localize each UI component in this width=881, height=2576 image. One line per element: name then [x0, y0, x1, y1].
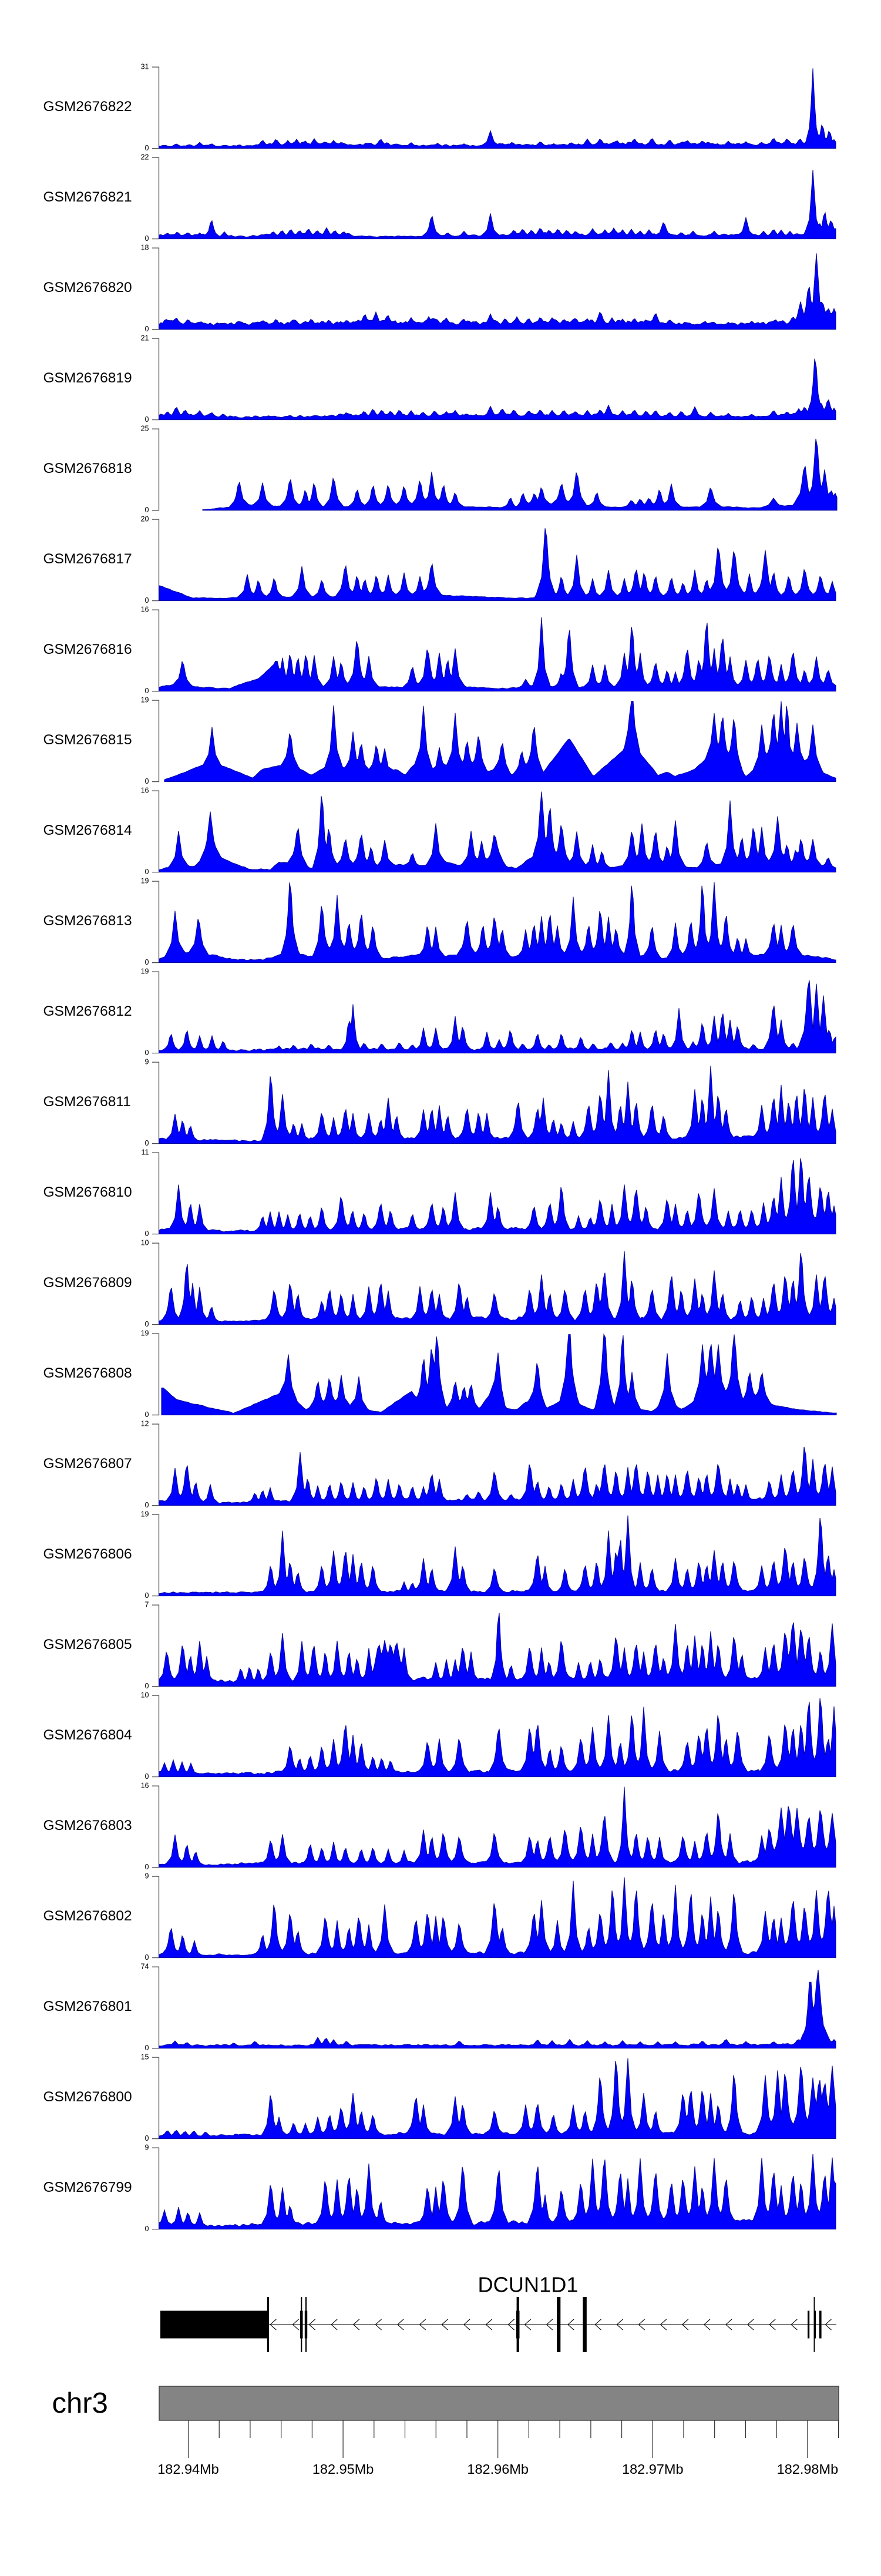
svg-text:GSM2676812: GSM2676812 [43, 1003, 132, 1019]
svg-text:GSM2676800: GSM2676800 [43, 2089, 132, 2105]
svg-text:182.97Mb: 182.97Mb [622, 2461, 684, 2477]
svg-text:GSM2676819: GSM2676819 [43, 370, 132, 386]
svg-text:chr3: chr3 [52, 2387, 108, 2419]
svg-text:0: 0 [145, 1049, 149, 1057]
svg-text:GSM2676807: GSM2676807 [43, 1456, 132, 1472]
svg-text:GSM2676805: GSM2676805 [43, 1637, 132, 1653]
svg-text:GSM2676799: GSM2676799 [43, 2179, 132, 2195]
svg-text:GSM2676803: GSM2676803 [43, 1818, 132, 1833]
svg-text:0: 0 [145, 777, 149, 785]
svg-text:0: 0 [145, 144, 149, 152]
svg-text:GSM2676818: GSM2676818 [43, 461, 132, 476]
svg-text:9: 9 [145, 1872, 149, 1880]
svg-text:GSM2676806: GSM2676806 [43, 1546, 132, 1562]
svg-text:0: 0 [145, 234, 149, 243]
svg-text:GSM2676816: GSM2676816 [43, 642, 132, 657]
svg-text:74: 74 [141, 1962, 149, 1970]
svg-text:0: 0 [145, 506, 149, 514]
svg-text:182.94Mb: 182.94Mb [157, 2461, 219, 2477]
svg-text:GSM2676811: GSM2676811 [43, 1094, 131, 1110]
svg-text:25: 25 [141, 424, 149, 432]
svg-text:19: 19 [141, 967, 149, 975]
svg-text:GSM2676810: GSM2676810 [43, 1184, 132, 1200]
svg-text:0: 0 [145, 1772, 149, 1781]
svg-text:0: 0 [145, 2044, 149, 2052]
svg-text:15: 15 [141, 2053, 149, 2061]
svg-text:19: 19 [141, 876, 149, 885]
svg-text:GSM2676808: GSM2676808 [43, 1365, 132, 1381]
svg-text:9: 9 [145, 2143, 149, 2151]
svg-text:10: 10 [141, 1238, 149, 1247]
svg-text:0: 0 [145, 1410, 149, 1419]
svg-text:16: 16 [141, 605, 149, 613]
svg-text:GSM2676801: GSM2676801 [43, 1999, 132, 2014]
svg-text:11: 11 [142, 1148, 149, 1156]
svg-text:19: 19 [141, 1510, 149, 1518]
svg-text:GSM2676813: GSM2676813 [43, 913, 132, 929]
svg-text:0: 0 [145, 1501, 149, 1509]
svg-text:0: 0 [145, 596, 149, 604]
svg-text:12: 12 [141, 1419, 149, 1428]
svg-text:GSM2676815: GSM2676815 [43, 732, 132, 748]
svg-text:0: 0 [145, 1139, 149, 1147]
svg-text:GSM2676814: GSM2676814 [43, 822, 132, 838]
svg-text:16: 16 [141, 786, 149, 794]
svg-text:0: 0 [145, 1682, 149, 1690]
svg-text:182.98Mb: 182.98Mb [777, 2461, 839, 2477]
svg-text:GSM2676820: GSM2676820 [43, 280, 132, 295]
svg-text:31: 31 [141, 62, 149, 70]
svg-text:7: 7 [145, 1600, 149, 1608]
svg-text:9: 9 [145, 1057, 149, 1066]
svg-text:GSM2676822: GSM2676822 [43, 99, 132, 115]
svg-text:DCUN1D1: DCUN1D1 [478, 2273, 579, 2297]
svg-text:0: 0 [145, 1953, 149, 1962]
svg-text:0: 0 [145, 1591, 149, 1600]
svg-text:0: 0 [145, 415, 149, 424]
svg-text:0: 0 [145, 1230, 149, 1238]
svg-text:182.96Mb: 182.96Mb [467, 2461, 529, 2477]
svg-text:22: 22 [141, 153, 149, 161]
svg-text:16: 16 [141, 1781, 149, 1789]
svg-text:0: 0 [145, 1863, 149, 1871]
svg-text:0: 0 [145, 1320, 149, 1328]
svg-text:GSM2676821: GSM2676821 [43, 189, 132, 205]
svg-text:0: 0 [145, 2225, 149, 2233]
svg-text:18: 18 [141, 243, 149, 251]
svg-text:182.95Mb: 182.95Mb [312, 2461, 374, 2477]
svg-text:GSM2676817: GSM2676817 [43, 551, 132, 567]
svg-text:20: 20 [141, 515, 149, 523]
svg-text:10: 10 [141, 1691, 149, 1699]
svg-text:0: 0 [145, 325, 149, 333]
svg-text:0: 0 [145, 687, 149, 695]
svg-text:0: 0 [145, 868, 149, 876]
svg-text:19: 19 [141, 696, 149, 704]
svg-text:21: 21 [141, 334, 149, 342]
svg-text:0: 0 [145, 2134, 149, 2142]
svg-text:19: 19 [141, 1329, 149, 1337]
svg-text:GSM2676804: GSM2676804 [43, 1727, 132, 1743]
svg-text:GSM2676802: GSM2676802 [43, 1908, 132, 1924]
svg-text:GSM2676809: GSM2676809 [43, 1275, 132, 1291]
svg-text:0: 0 [145, 958, 149, 966]
